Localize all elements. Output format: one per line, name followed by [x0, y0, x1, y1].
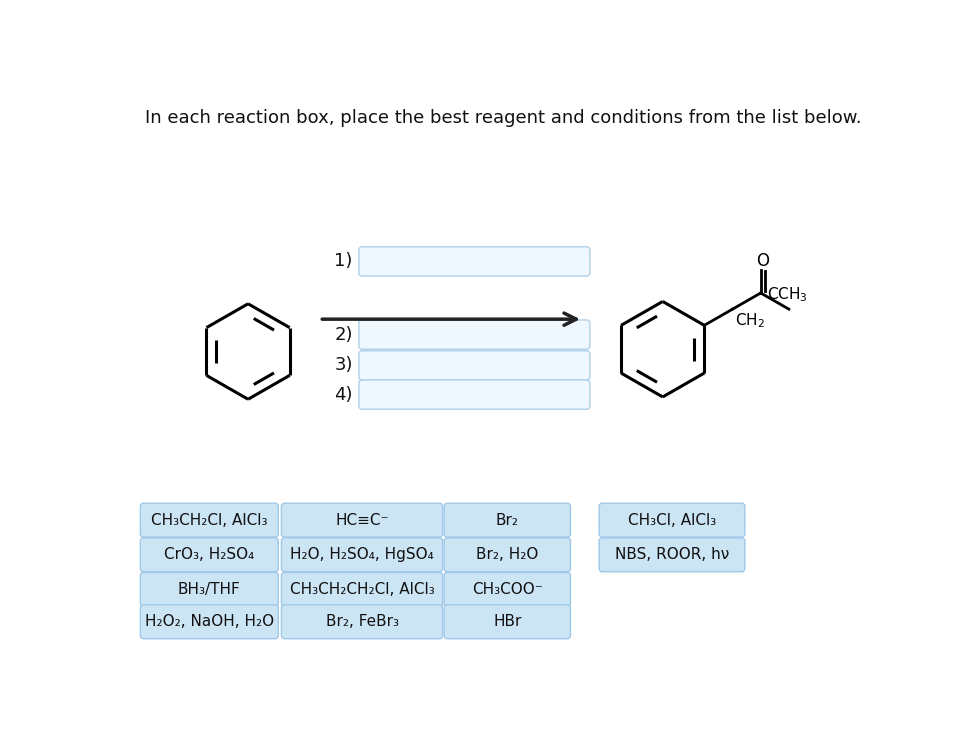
Text: Br₂, H₂O: Br₂, H₂O [476, 547, 539, 562]
FancyBboxPatch shape [281, 538, 442, 572]
Text: NBS, ROOR, hν: NBS, ROOR, hν [615, 547, 730, 562]
Text: 1): 1) [334, 253, 353, 271]
Text: $\mathrm{CH_2}$: $\mathrm{CH_2}$ [734, 311, 765, 330]
Text: 3): 3) [334, 357, 353, 375]
Text: H₂O, H₂SO₄, HgSO₄: H₂O, H₂SO₄, HgSO₄ [290, 547, 433, 562]
Text: In each reaction box, place the best reagent and conditions from the list below.: In each reaction box, place the best rea… [145, 109, 862, 127]
FancyBboxPatch shape [358, 320, 590, 349]
Text: 4): 4) [334, 385, 353, 403]
FancyBboxPatch shape [281, 572, 442, 606]
FancyBboxPatch shape [358, 380, 590, 409]
FancyBboxPatch shape [444, 605, 571, 639]
FancyBboxPatch shape [444, 572, 571, 606]
Text: O: O [756, 252, 768, 270]
Text: CH₃CH₂CH₂Cl, AlCl₃: CH₃CH₂CH₂Cl, AlCl₃ [289, 582, 434, 597]
Text: $\mathrm{CCH_3}$: $\mathrm{CCH_3}$ [767, 285, 807, 304]
Text: Br₂, FeBr₃: Br₂, FeBr₃ [325, 615, 398, 630]
Text: HBr: HBr [493, 615, 521, 630]
FancyBboxPatch shape [281, 605, 442, 639]
Text: BH₃/THF: BH₃/THF [178, 582, 241, 597]
Text: CH₃COO⁻: CH₃COO⁻ [472, 582, 543, 597]
FancyBboxPatch shape [358, 351, 590, 380]
FancyBboxPatch shape [140, 605, 279, 639]
FancyBboxPatch shape [281, 503, 442, 537]
Text: CH₃Cl, AlCl₃: CH₃Cl, AlCl₃ [628, 513, 716, 528]
FancyBboxPatch shape [599, 538, 745, 572]
FancyBboxPatch shape [444, 538, 571, 572]
Text: 2): 2) [334, 326, 353, 344]
FancyBboxPatch shape [140, 538, 279, 572]
FancyBboxPatch shape [444, 503, 571, 537]
FancyBboxPatch shape [358, 247, 590, 276]
Text: CrO₃, H₂SO₄: CrO₃, H₂SO₄ [165, 547, 254, 562]
FancyBboxPatch shape [599, 503, 745, 537]
FancyBboxPatch shape [140, 572, 279, 606]
Text: HC≡C⁻: HC≡C⁻ [335, 513, 389, 528]
Text: CH₃CH₂Cl, AlCl₃: CH₃CH₂Cl, AlCl₃ [151, 513, 268, 528]
Text: H₂O₂, NaOH, H₂O: H₂O₂, NaOH, H₂O [145, 615, 274, 630]
Text: Br₂: Br₂ [496, 513, 519, 528]
FancyBboxPatch shape [140, 503, 279, 537]
